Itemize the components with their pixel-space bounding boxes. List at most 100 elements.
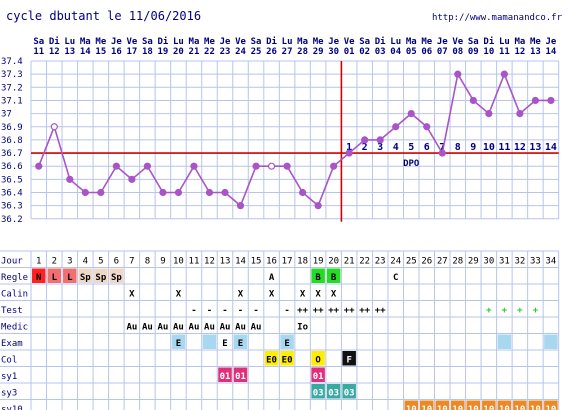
day-number-label: 01 <box>344 47 355 57</box>
table-cell-fill <box>420 400 434 410</box>
temperature-point <box>500 70 508 78</box>
cycle-day-number: 10 <box>173 257 184 267</box>
table-cell-text: E <box>176 339 181 349</box>
cycle-day-number: 9 <box>160 257 165 267</box>
day-weekday-label: Di <box>483 36 494 47</box>
day-weekday-label: Je <box>111 37 122 47</box>
table-cell-text: 01 <box>220 372 231 382</box>
source-url[interactable]: http://www.mamanandco.fr <box>432 13 563 23</box>
table-cell-text: 10 <box>530 405 541 410</box>
day-number-label: 10 <box>483 47 494 57</box>
day-weekday-label: Ma <box>514 37 525 47</box>
temperature-point <box>128 175 136 183</box>
table-cell-fill <box>280 334 294 349</box>
temperature-point <box>516 109 524 118</box>
table-cell-fill <box>482 400 496 410</box>
table-cell-text: L <box>52 273 58 283</box>
day-weekday-label: Lu <box>390 37 401 47</box>
day-header: Sa11Di12Lu13Ma14Me15Je16Ve17Sa18Di19Lu20… <box>33 36 557 57</box>
y-tick-label: 36.3 <box>1 202 23 212</box>
cycle-day-number: 5 <box>98 257 103 267</box>
table-cell-text: A <box>269 273 275 283</box>
day-weekday-label: Me <box>204 37 215 47</box>
table-cell-fill <box>326 384 341 399</box>
table-cell-text: 10 <box>452 405 463 410</box>
temperature-point <box>236 202 245 210</box>
day-weekday-label: Me <box>95 37 106 47</box>
day-weekday-label: Je <box>545 37 556 47</box>
cycle-day-number: 21 <box>344 257 355 267</box>
temperature-point <box>190 162 198 170</box>
cycle-day-number: 1 <box>36 257 41 267</box>
table-cell-text: 01 <box>313 372 324 382</box>
day-weekday-label: Sa <box>142 37 153 47</box>
temperature-point <box>174 188 183 197</box>
table-cell-fill <box>109 268 124 283</box>
dpo-count-label: 3 <box>377 142 383 153</box>
y-tick-label: 37.1 <box>1 96 23 106</box>
table-cell-text: 10 <box>406 405 417 410</box>
cycle-day-number: 8 <box>145 257 150 267</box>
table-cell-text: B <box>315 273 321 283</box>
table-cell-fill <box>94 268 108 283</box>
table-cell-fill <box>342 351 356 366</box>
table-cell-text: ++ <box>375 306 386 316</box>
cycle-day-number: 15 <box>251 257 262 267</box>
day-weekday-label: Je <box>220 37 231 47</box>
day-number-label: 22 <box>204 47 215 57</box>
day-weekday-label: Sa <box>468 37 479 47</box>
day-weekday-label: Ve <box>235 37 246 47</box>
table-cell-text: + <box>502 306 508 316</box>
table-cell-fill <box>326 268 341 283</box>
dpo-count-label: 9 <box>470 142 476 153</box>
y-tick-label: 36.5 <box>1 175 23 185</box>
table-cell-text: Sp <box>80 273 91 283</box>
dpo-count-label: 1 <box>346 142 352 153</box>
table-cell-fill <box>544 334 558 349</box>
table-cell-fill <box>342 384 356 399</box>
row-label: Calin <box>1 290 28 300</box>
cycle-day-number: 6 <box>114 257 119 267</box>
table-cell-text: ++ <box>359 306 370 316</box>
table-cell-text: F <box>346 356 351 366</box>
table-cell-text: Au <box>220 323 231 333</box>
table-cell-fill <box>497 400 512 410</box>
table-cell-fill <box>311 268 325 283</box>
table-cell-fill <box>280 351 294 366</box>
day-number-label: 20 <box>173 47 184 57</box>
table-cell-fill <box>63 268 77 283</box>
temperature-point <box>112 162 120 170</box>
temperature-point <box>485 109 493 118</box>
y-tick-label: 37.3 <box>1 70 23 80</box>
table-cell-text: ++ <box>344 306 355 316</box>
day-number-label: 19 <box>157 47 168 57</box>
y-tick-label: 36.4 <box>1 189 23 199</box>
table-cell-text: C <box>393 273 398 283</box>
day-number-label: 27 <box>282 47 293 57</box>
dpo-count-label: 6 <box>424 142 430 153</box>
temperature-line <box>38 71 551 207</box>
temperature-point <box>81 188 89 197</box>
table-cell-text: 10 <box>499 405 510 410</box>
row-label: sy10 <box>1 405 23 410</box>
row-label: sy3 <box>1 389 17 399</box>
table-cell-text: O <box>315 356 321 366</box>
day-weekday-label: Je <box>328 37 339 47</box>
day-weekday-label: Lu <box>282 37 293 47</box>
cycle-day-number: 17 <box>282 257 293 267</box>
table-cell-text: 10 <box>514 405 525 410</box>
cycle-day-number: 29 <box>468 257 479 267</box>
table-cell-text: Sp <box>95 273 106 283</box>
cycle-day-number: 14 <box>235 257 246 267</box>
temperature-point <box>35 162 43 170</box>
table-cell-fill <box>466 400 481 410</box>
day-number-label: 02 <box>359 47 370 57</box>
temperature-point <box>143 162 151 170</box>
day-weekday-label: Ma <box>80 37 91 47</box>
table-cell-text: E0 <box>282 356 293 366</box>
row-label: Col <box>1 356 17 366</box>
day-number-label: 29 <box>313 47 324 57</box>
cycle-day-number: 19 <box>313 257 324 267</box>
temperature-point <box>407 109 415 118</box>
